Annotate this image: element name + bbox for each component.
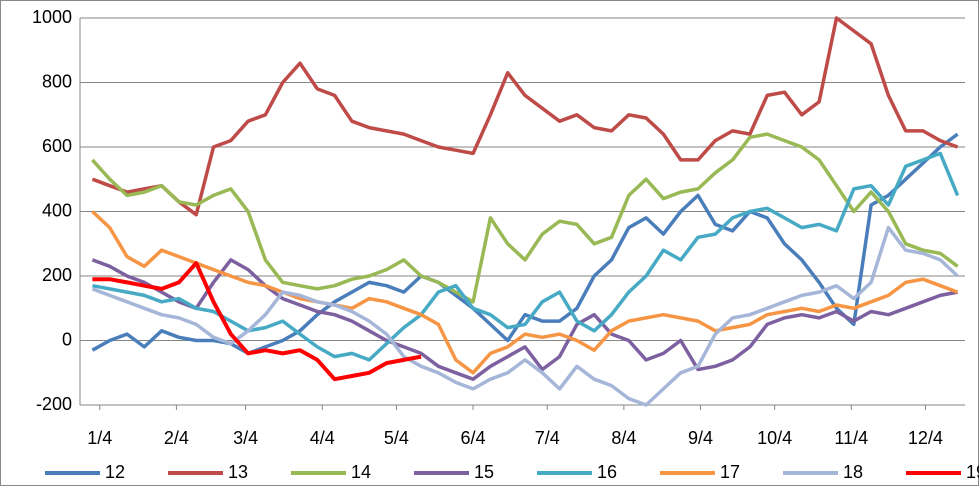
y-tick-label: 600 <box>42 136 72 156</box>
x-tick-label: 5/4 <box>384 428 409 448</box>
x-tick-label: 3/4 <box>233 428 258 448</box>
x-tick-label: 12/4 <box>908 428 943 448</box>
x-tick-label: 2/4 <box>164 428 189 448</box>
y-tick-label: 1000 <box>32 7 72 27</box>
series-line <box>91 132 959 356</box>
x-tick-label: 9/4 <box>688 428 713 448</box>
legend-label: 15 <box>474 462 494 482</box>
x-tick-label: 7/4 <box>535 428 560 448</box>
x-tick-label: 1/4 <box>87 428 112 448</box>
x-tick-label: 11/4 <box>834 428 868 448</box>
series-line <box>91 258 958 381</box>
y-tick-label: 800 <box>42 71 72 91</box>
legend-label: 17 <box>720 462 740 482</box>
x-tick-label: 6/4 <box>461 428 486 448</box>
x-tick-label: 8/4 <box>611 428 636 448</box>
x-tick-label: 10/4 <box>757 428 792 448</box>
legend-label: 14 <box>351 462 371 482</box>
series-line <box>91 210 959 375</box>
y-tick-label: 0 <box>62 329 72 349</box>
y-tick-label: 400 <box>42 200 72 220</box>
y-tick-label: -200 <box>36 394 72 414</box>
series-line <box>91 16 959 217</box>
legend-label: 12 <box>105 462 125 482</box>
legend-label: 19 <box>966 462 979 482</box>
series-line <box>91 132 959 304</box>
legend-label: 18 <box>843 462 863 482</box>
y-tick-label: 200 <box>42 265 72 285</box>
x-tick-label: 4/4 <box>310 428 335 448</box>
legend-label: 13 <box>228 462 248 482</box>
legend-label: 16 <box>597 462 617 482</box>
series-line <box>92 151 960 362</box>
series-line <box>92 261 422 382</box>
